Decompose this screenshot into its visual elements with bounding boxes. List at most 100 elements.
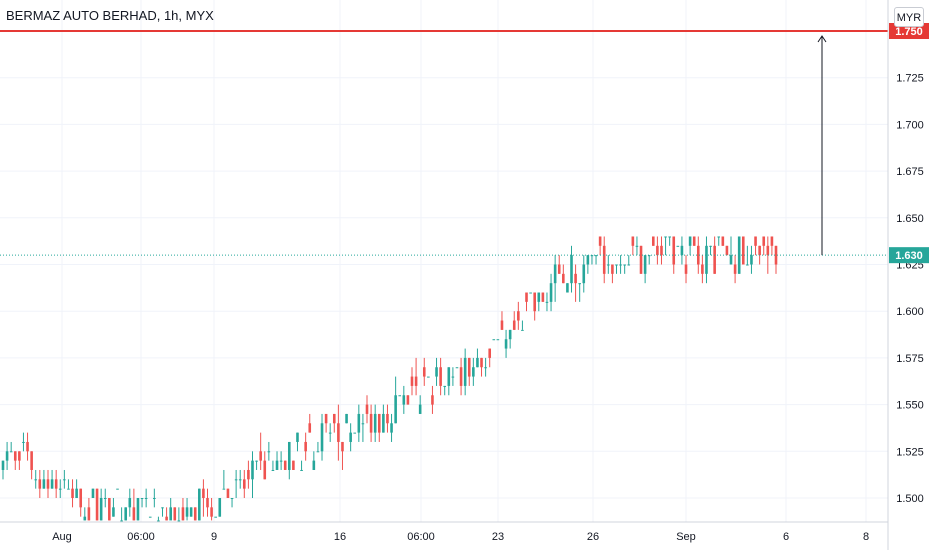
candle: [664, 236, 667, 256]
candle-body: [476, 357, 479, 368]
candle: [545, 292, 549, 312]
candle-body: [472, 367, 475, 377]
candle: [467, 357, 471, 386]
candle-body: [67, 488, 70, 490]
candle-body: [345, 413, 348, 424]
candle-body: [774, 245, 778, 265]
candle: [181, 498, 185, 521]
candle: [435, 357, 438, 386]
candle-body: [136, 498, 140, 521]
candle: [185, 498, 189, 521]
candle-body: [463, 357, 467, 386]
candle-body: [46, 479, 50, 489]
candle-body: [713, 245, 716, 274]
candle-body: [717, 236, 721, 238]
candle-body: [341, 441, 344, 452]
candlestick-series: [1, 236, 778, 522]
candle: [754, 236, 757, 256]
candle: [705, 236, 708, 284]
candle-body: [701, 264, 704, 274]
candle: [46, 469, 50, 498]
candle: [83, 507, 87, 521]
candle-body: [120, 520, 123, 522]
candle: [193, 507, 197, 521]
candle: [431, 385, 434, 414]
candle-body: [688, 236, 692, 246]
candle-body: [414, 376, 418, 386]
candle-body: [357, 413, 361, 433]
candle: [234, 469, 238, 498]
candle-body: [504, 339, 508, 349]
candle-body: [377, 413, 381, 433]
candle: [647, 255, 651, 265]
candle-body: [692, 236, 696, 246]
candle: [422, 357, 426, 386]
current-price-label: 1.630: [889, 247, 929, 264]
candle: [341, 441, 344, 470]
candle: [741, 236, 745, 265]
candle: [557, 255, 561, 274]
candle: [627, 255, 631, 266]
candle: [316, 441, 320, 453]
candle-body: [353, 432, 357, 434]
candle: [5, 441, 9, 470]
candle-body: [128, 498, 132, 508]
candle: [652, 236, 655, 246]
candle-body: [296, 432, 299, 442]
candle: [553, 255, 557, 302]
candle-body: [214, 516, 217, 518]
candle: [357, 404, 361, 442]
candle: [406, 395, 410, 405]
candle-body: [447, 367, 451, 386]
candle: [611, 264, 614, 284]
candle: [570, 245, 573, 293]
candle: [328, 423, 332, 442]
currency-button[interactable]: MYR: [894, 7, 924, 27]
candle: [602, 236, 606, 284]
candle-body: [496, 339, 500, 341]
price-axis[interactable]: 1.5001.5251.5501.5751.6001.6251.6501.675…: [887, 0, 929, 550]
candle: [631, 236, 635, 256]
candle-body: [696, 245, 700, 265]
candle: [639, 245, 643, 274]
candle-body: [259, 451, 262, 461]
candle: [259, 432, 262, 470]
candle: [144, 488, 148, 508]
candle: [324, 413, 328, 433]
time-tick-label: Sep: [676, 531, 696, 543]
candle-body: [541, 292, 545, 302]
candle: [737, 236, 741, 274]
candle-body: [304, 441, 307, 452]
target-arrow-annotation: [817, 35, 827, 256]
candle: [717, 236, 721, 246]
candle-body: [238, 479, 242, 481]
candle-body: [484, 367, 487, 369]
candle-body: [680, 245, 684, 256]
candle-body: [512, 320, 516, 330]
candle: [26, 432, 29, 461]
candle: [136, 498, 140, 521]
candle: [255, 460, 258, 470]
candle: [484, 357, 487, 377]
candle-body: [247, 469, 250, 480]
candle-body: [103, 498, 107, 499]
candle-body: [226, 488, 230, 498]
candle-body: [54, 479, 58, 489]
candle: [353, 432, 357, 434]
candle: [247, 460, 250, 489]
candle: [263, 451, 267, 480]
candle-body: [422, 367, 426, 377]
candle: [541, 292, 545, 302]
candle-body: [672, 236, 676, 265]
candle: [394, 376, 397, 424]
candle: [34, 469, 38, 489]
candle-body: [684, 264, 688, 274]
candle-body: [112, 507, 115, 517]
candle-body: [283, 460, 287, 470]
candle-body: [263, 460, 267, 480]
time-axis[interactable]: Aug 06:00 9 16 06:00 23 26 Sep 6 8: [0, 521, 888, 543]
price-tick-label: 1.700: [896, 119, 924, 131]
candle-body: [210, 507, 213, 517]
candle: [733, 255, 737, 284]
